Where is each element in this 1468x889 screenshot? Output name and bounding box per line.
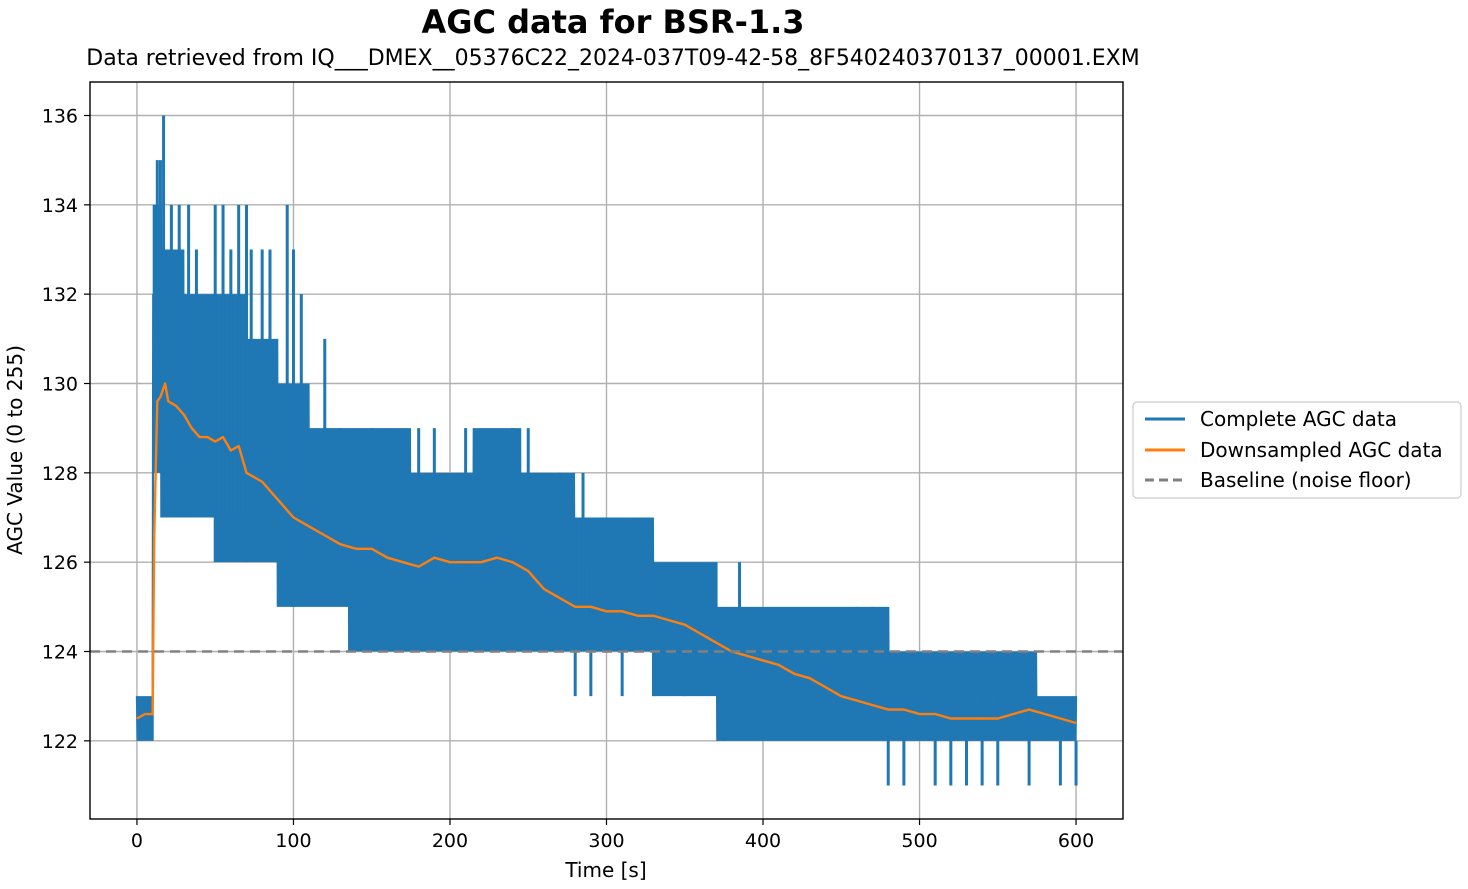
chart-title: AGC data for BSR-1.3 [421, 3, 804, 41]
y-tick-label: 124 [42, 642, 78, 664]
y-axis-label: AGC Value (0 to 255) [3, 345, 27, 555]
complete-agc-series [135, 115, 1078, 786]
y-tick-label: 122 [42, 731, 78, 753]
x-axis-label: Time [s] [564, 858, 646, 882]
y-axis-ticks: 122 124 126 128 130 132 134 136 [42, 106, 90, 753]
downsampled-agc-line [136, 382, 1077, 725]
y-tick-label: 132 [42, 284, 78, 306]
x-tick-label: 400 [745, 830, 781, 852]
y-tick-label: 130 [42, 374, 78, 396]
x-tick-label: 600 [1058, 830, 1094, 852]
legend-label-baseline: Baseline (noise floor) [1200, 468, 1412, 492]
legend-label-complete: Complete AGC data [1200, 407, 1397, 431]
x-tick-label: 500 [901, 830, 937, 852]
y-tick-label: 136 [42, 106, 78, 128]
y-tick-label: 126 [42, 552, 78, 574]
plot-area [90, 115, 1123, 786]
legend-box [1132, 401, 1462, 499]
y-tick-label: 134 [42, 195, 78, 217]
x-tick-label: 100 [275, 830, 311, 852]
x-tick-label: 0 [131, 830, 143, 852]
x-axis-ticks: 0 100 200 300 400 500 600 [131, 819, 1094, 852]
downsampled-agc-series [136, 382, 1077, 725]
chart-subtitle: Data retrieved from IQ___DMEX__05376C22_… [86, 46, 1139, 71]
legend-label-downsampled: Downsampled AGC data [1200, 438, 1443, 462]
y-tick-label: 128 [42, 463, 78, 485]
legend: Complete AGC data Downsampled AGC data B… [1132, 401, 1462, 499]
x-tick-label: 200 [432, 830, 468, 852]
x-tick-label: 300 [588, 830, 624, 852]
